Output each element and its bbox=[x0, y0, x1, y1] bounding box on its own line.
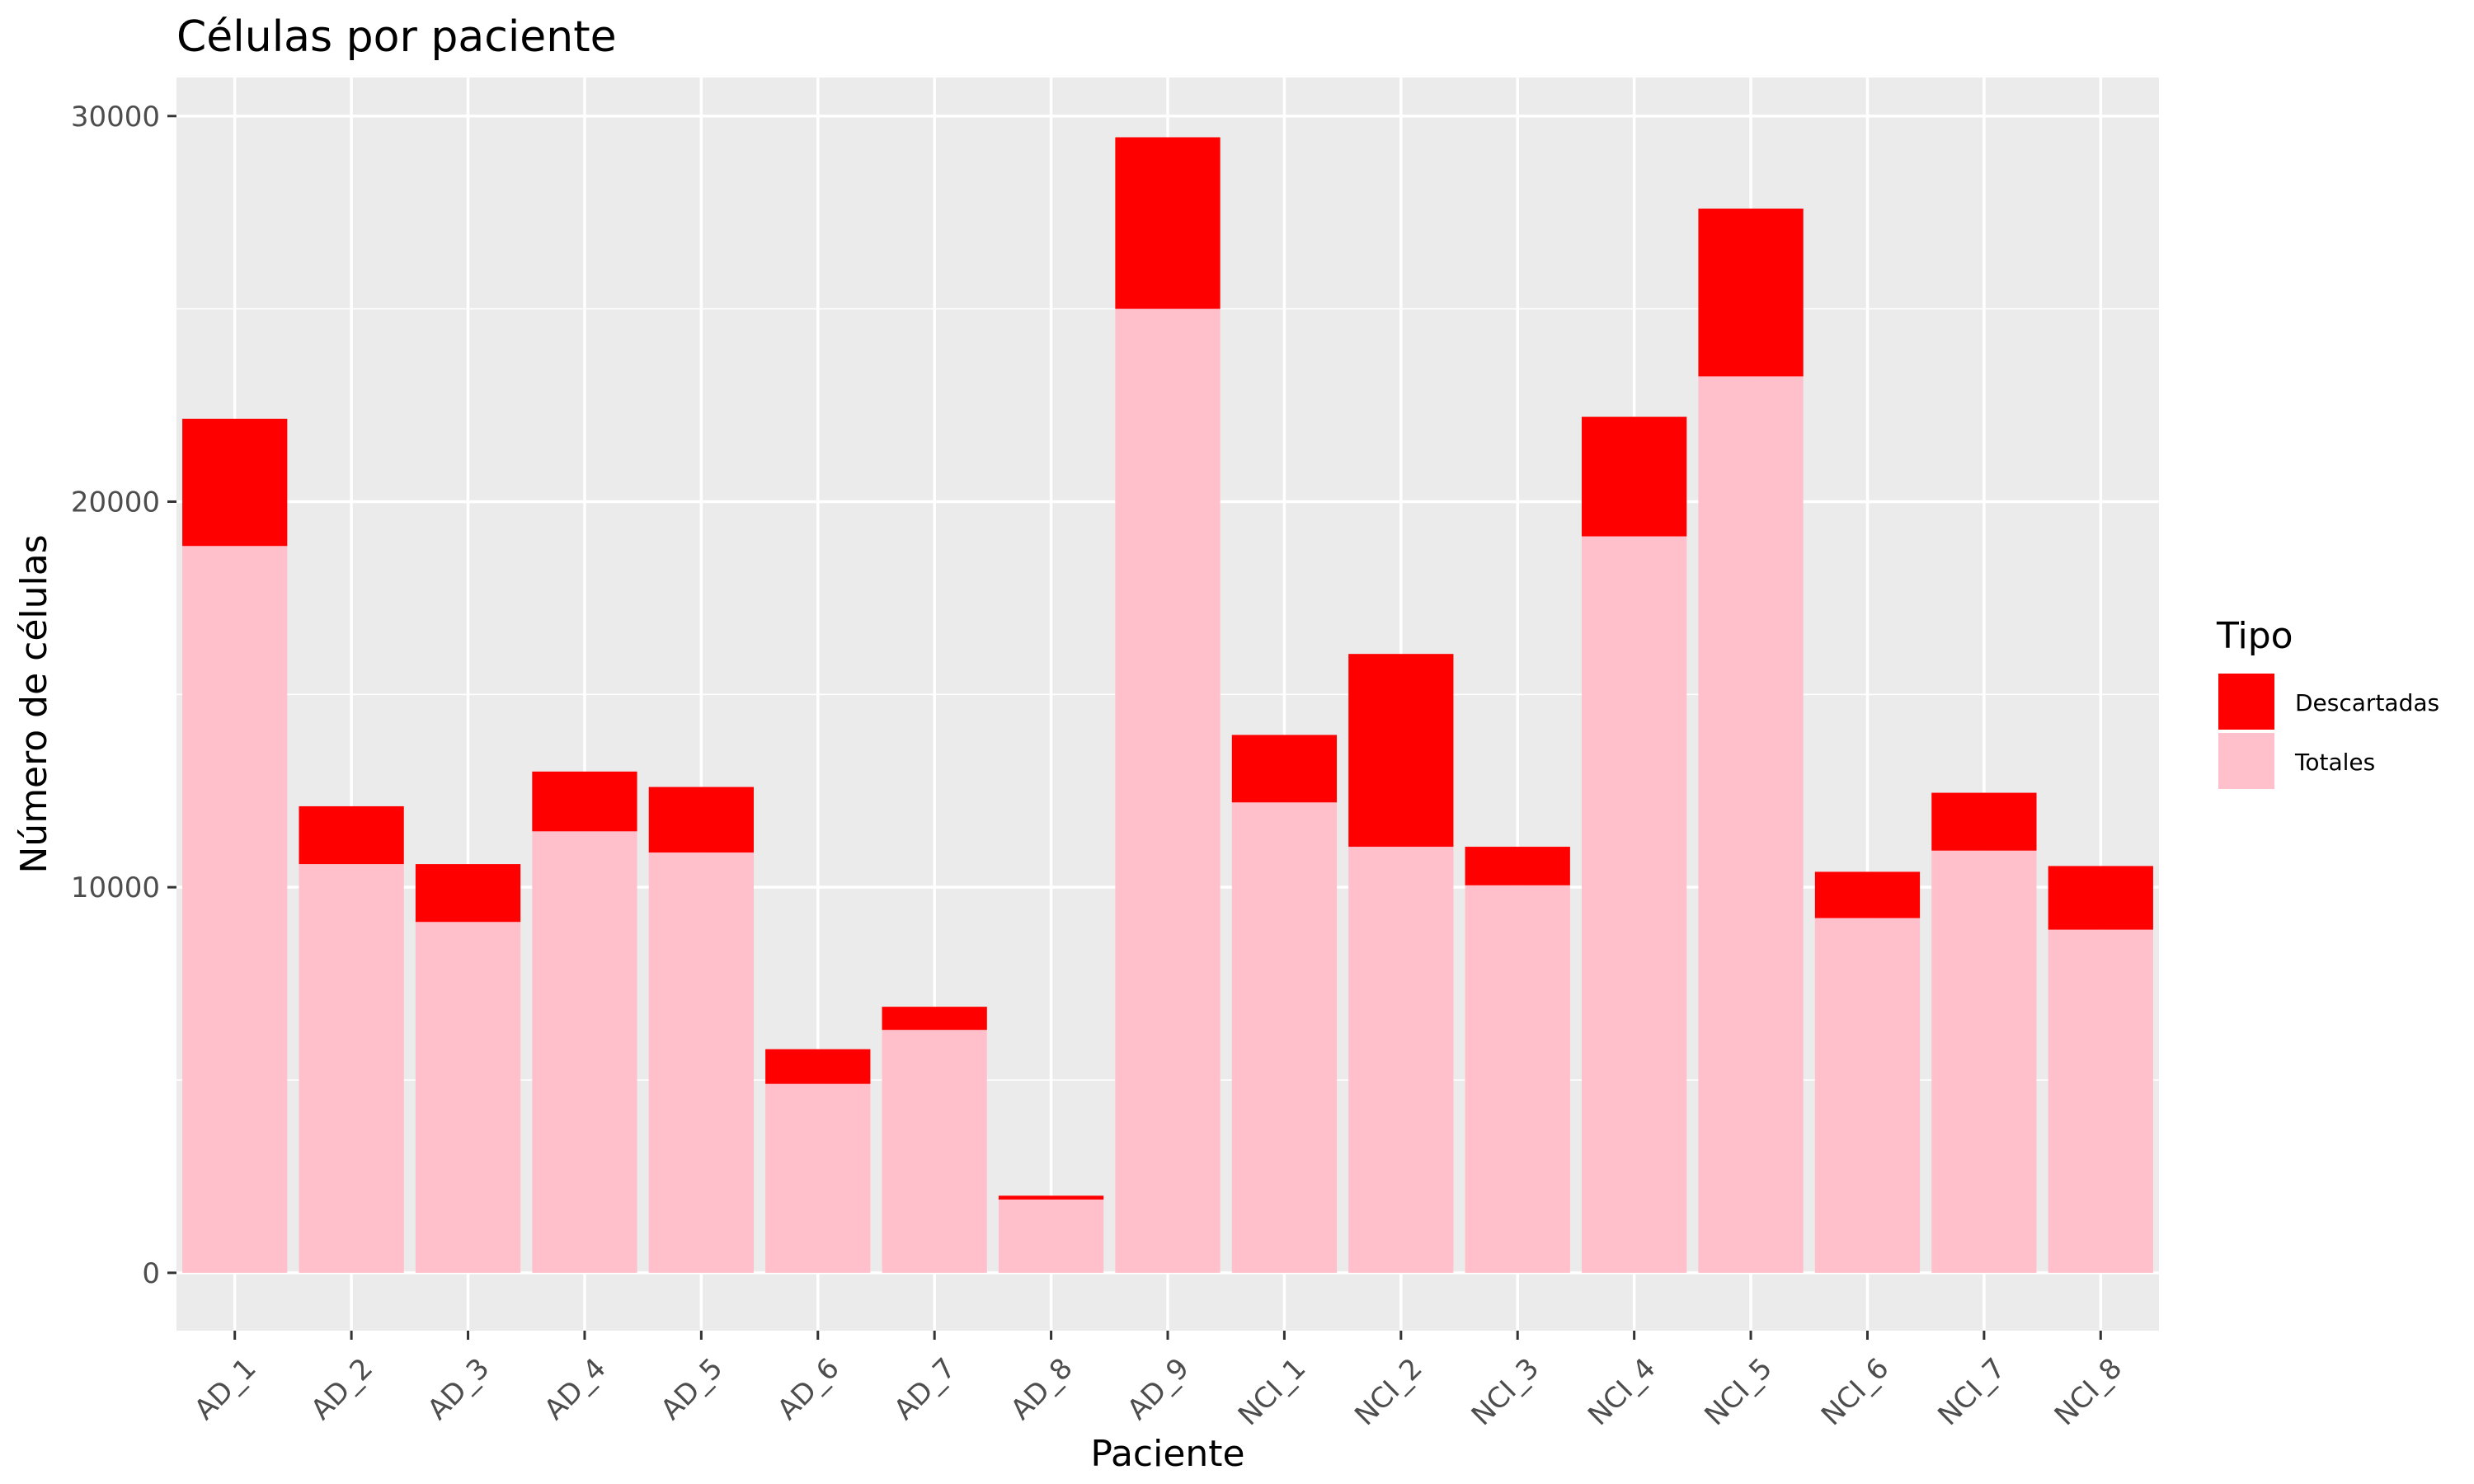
bar-descartadas-ad-9 bbox=[1115, 137, 1221, 309]
chart-title: Células por paciente bbox=[176, 12, 617, 62]
legend: Tipo Descartadas Totales bbox=[2216, 615, 2439, 789]
bar-totales-ad-3 bbox=[415, 922, 521, 1273]
x-tick-label: AD_9 bbox=[1121, 1352, 1196, 1427]
bar-descartadas-ad-2 bbox=[299, 805, 404, 865]
bar-totales-nci-8 bbox=[2048, 929, 2153, 1273]
x-tick-label: NCI_3 bbox=[1465, 1352, 1545, 1432]
bar-totales-ad-5 bbox=[648, 852, 754, 1273]
bar-totales-nci-3 bbox=[1465, 885, 1570, 1273]
bar-totales-nci-1 bbox=[1231, 802, 1338, 1273]
x-tick-label: NCI_8 bbox=[2048, 1352, 2128, 1432]
bar-totales-ad-8 bbox=[998, 1199, 1104, 1273]
bar-totales-ad-9 bbox=[1115, 308, 1221, 1273]
bar-totales-nci-2 bbox=[1348, 847, 1454, 1273]
x-tick-label: NCI_1 bbox=[1232, 1352, 1312, 1432]
x-axis: AD_1 AD_2 AD_3 AD_4 AD_5 AD_6 AD_7 AD_8 AD_9 NCI_… bbox=[188, 1331, 2128, 1432]
bar-descartadas-ad-1 bbox=[182, 418, 288, 547]
x-tick-label: AD_6 bbox=[771, 1352, 846, 1427]
bar-descartadas-nci-1 bbox=[1231, 735, 1338, 803]
bar-descartadas-ad-8 bbox=[998, 1195, 1104, 1200]
bar-totales-ad-2 bbox=[299, 864, 404, 1273]
y-axis: 0 10000 20000 30000 bbox=[71, 101, 176, 1290]
bar-descartadas-ad-7 bbox=[882, 1007, 987, 1031]
bar-totales-nci-7 bbox=[1931, 850, 2037, 1273]
bars bbox=[182, 137, 2153, 1273]
bar-descartadas-nci-7 bbox=[1931, 792, 2037, 851]
bar-totales-nci-4 bbox=[1582, 536, 1687, 1273]
legend-label-descartadas: Descartadas bbox=[2295, 689, 2439, 716]
bar-totales-nci-6 bbox=[1814, 918, 1921, 1273]
bar-descartadas-ad-5 bbox=[648, 787, 754, 853]
legend-key-descartadas bbox=[2218, 674, 2274, 730]
x-tick-label: NCI_5 bbox=[1698, 1352, 1778, 1432]
bar-totales-ad-4 bbox=[532, 831, 637, 1273]
bar-totales-nci-5 bbox=[1698, 376, 1804, 1273]
x-tick-label: NCI_7 bbox=[1931, 1352, 2011, 1432]
bar-descartadas-nci-5 bbox=[1698, 209, 1804, 377]
y-tick-label: 30000 bbox=[71, 101, 160, 134]
bar-totales-ad-7 bbox=[882, 1030, 987, 1273]
x-tick-label: AD_1 bbox=[188, 1352, 263, 1427]
bar-totales-ad-6 bbox=[765, 1083, 871, 1273]
y-tick-label: 0 bbox=[142, 1257, 160, 1290]
y-tick-label: 20000 bbox=[71, 486, 160, 519]
bar-descartadas-nci-6 bbox=[1814, 871, 1921, 918]
bar-descartadas-nci-8 bbox=[2048, 866, 2153, 930]
bar-descartadas-nci-3 bbox=[1465, 847, 1570, 885]
x-tick-label: AD_4 bbox=[538, 1352, 613, 1427]
x-tick-label: NCI_2 bbox=[1348, 1352, 1428, 1432]
x-tick-label: AD_2 bbox=[304, 1352, 379, 1427]
x-tick-label: NCI_4 bbox=[1582, 1352, 1662, 1432]
x-axis-title: Paciente bbox=[1090, 1433, 1244, 1475]
bar-descartadas-ad-6 bbox=[765, 1049, 871, 1084]
x-tick-label: AD_5 bbox=[655, 1352, 730, 1427]
bar-totales-ad-1 bbox=[182, 546, 288, 1273]
x-tick-label: AD_8 bbox=[1004, 1352, 1079, 1427]
x-tick-label: AD_3 bbox=[421, 1352, 496, 1427]
bar-descartadas-ad-4 bbox=[532, 771, 637, 832]
x-tick-label: NCI_6 bbox=[1815, 1352, 1895, 1432]
legend-title: Tipo bbox=[2216, 615, 2293, 657]
bar-descartadas-ad-3 bbox=[415, 864, 521, 923]
y-axis-title: Número de células bbox=[13, 534, 55, 873]
legend-key-totales bbox=[2218, 733, 2274, 789]
bar-descartadas-nci-4 bbox=[1582, 416, 1687, 537]
legend-label-totales: Totales bbox=[2294, 749, 2375, 776]
x-tick-label: AD_7 bbox=[888, 1352, 963, 1427]
bar-descartadas-nci-2 bbox=[1348, 654, 1454, 848]
y-tick-label: 10000 bbox=[71, 871, 160, 904]
